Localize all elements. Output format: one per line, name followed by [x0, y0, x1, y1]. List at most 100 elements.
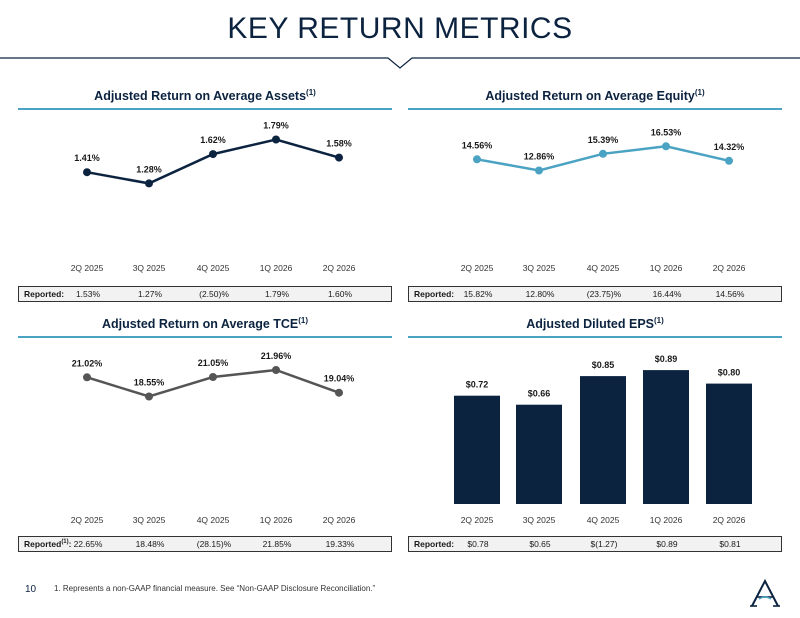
tick-label: 2Q 2025 [71, 263, 104, 273]
data-point [662, 142, 670, 151]
panel-divider [408, 336, 782, 338]
data-point [335, 388, 343, 397]
data-point [209, 373, 217, 381]
data-point [473, 155, 481, 164]
data-point [145, 179, 153, 188]
footnote: 1. Represents a non-GAAP financial measu… [54, 584, 376, 593]
tick-label: 4Q 2025 [587, 515, 620, 525]
reported-value: (23.75)% [586, 289, 622, 299]
reported-value: 1.60% [327, 289, 353, 299]
data-label: 18.55% [134, 378, 165, 388]
reported-value: 18.48% [135, 539, 165, 549]
reported-value: 1.27% [137, 289, 163, 299]
reported-label: Reported: [414, 539, 455, 549]
tick-label: 3Q 2025 [523, 263, 556, 273]
panel-title-text: Adjusted Return on Average TCE [101, 317, 299, 332]
roae-chart: 14.56% 12.86% 15.39% 16.53% 14.32% 2Q 2025 3Q … [461, 127, 746, 273]
data-label: $0.66 [528, 389, 551, 399]
panel-title-text: Adjusted Return on Average Equity [485, 89, 695, 104]
panel-divider [408, 108, 782, 110]
tick-label: 2Q 2026 [323, 515, 356, 525]
panel-divider [18, 336, 392, 338]
title-divider [0, 57, 800, 69]
data-label: 21.02% [72, 358, 103, 368]
tick-label: 2Q 2026 [323, 263, 356, 273]
tick-label: 3Q 2025 [523, 515, 556, 525]
panel-title: Adjusted Return on Average Equity(1) [408, 88, 782, 103]
reported-value: 19.33% [325, 539, 355, 549]
data-label: 21.05% [198, 358, 229, 368]
data-label: 16.53% [651, 127, 682, 137]
page-title: KEY RETURN METRICS [227, 12, 573, 45]
tick-label: 1Q 2026 [260, 515, 293, 525]
reported-label: Reported: [24, 289, 65, 299]
company-logo-icon [750, 578, 780, 607]
reported-value: $0.89 [656, 539, 678, 549]
data-label: 14.56% [462, 140, 493, 150]
panel-title-footnote: (1) [654, 316, 664, 325]
reported-row: Reported(1): 22.65% 18.48% (28.15)% 21.85% 19… [18, 536, 392, 552]
data-point [83, 168, 91, 177]
reported-footnote: (1) [61, 539, 69, 546]
bar [454, 395, 500, 504]
panel-divider [18, 108, 392, 110]
data-point [599, 149, 607, 158]
tick-label: 2Q 2025 [71, 515, 104, 525]
panel-title: Adjusted Return on Average TCE(1) [18, 316, 392, 331]
reported-value: (2.50)% [199, 289, 229, 299]
data-label: $0.80 [718, 368, 741, 378]
reported-value: 22.65% [73, 539, 103, 549]
reported-value: $(1.27) [590, 539, 618, 549]
roaa-chart: 1.41% 1.28% 1.62% 1.79% 1.58% 2Q 2025 3Q 2025 4… [71, 121, 356, 274]
tick-label: 3Q 2025 [133, 515, 166, 525]
data-label: 1.28% [136, 164, 162, 174]
reported-row: Reported: 15.82% 12.80% (23.75)% 16.44% 14.56… [408, 286, 782, 302]
reported-value: $0.65 [529, 539, 551, 549]
data-label: 15.39% [588, 135, 619, 145]
tick-label: 2Q 2026 [713, 515, 746, 525]
series-line [86, 138, 340, 185]
bar [706, 383, 752, 504]
tick-label: 1Q 2026 [650, 263, 683, 273]
bar [643, 370, 689, 504]
tick-label: 2Q 2026 [713, 263, 746, 273]
tick-label: 2Q 2025 [461, 263, 494, 273]
reported-value: (28.15)% [196, 539, 232, 549]
reported-value: 1.53% [75, 289, 101, 299]
data-point [209, 150, 217, 159]
panel-title-footnote: (1) [694, 88, 705, 97]
data-point [145, 392, 153, 401]
data-label: $0.89 [655, 354, 678, 364]
reported-value: 12.80% [525, 289, 555, 299]
panel-title: Adjusted Diluted EPS(1) [408, 316, 782, 331]
data-label: 19.04% [324, 374, 355, 384]
data-point [83, 373, 91, 382]
reported-value: 14.56% [715, 289, 745, 299]
panel-title-footnote: (1) [306, 88, 316, 97]
data-label: $0.72 [466, 380, 489, 390]
data-point [335, 153, 343, 162]
reported-value: 21.85% [262, 539, 292, 549]
reported-row: Reported: 1.53% 1.27% (2.50)% 1.79% 1.60% [18, 286, 392, 302]
data-point [725, 156, 733, 165]
reported-value: $0.78 [467, 539, 489, 549]
tick-label: 4Q 2025 [197, 263, 230, 273]
panel-title-footnote: (1) [298, 316, 309, 325]
data-label: 12.86% [524, 152, 555, 162]
reported-value: $0.81 [719, 539, 741, 549]
reported-value: 16.44% [652, 289, 682, 299]
panel-title-text: Adjusted Diluted EPS [526, 317, 654, 332]
reported-label: Reported(1): [24, 539, 72, 549]
panel-title: Adjusted Return on Average Assets(1) [18, 88, 392, 103]
data-label: 1.41% [74, 153, 100, 163]
panel-title-text: Adjusted Return on Average Assets [94, 89, 307, 104]
rotce-chart: 21.02% 18.55% 21.05% 21.96% 19.04% 2Q 2025 3Q … [71, 351, 356, 525]
reported-row: Reported: $0.78 $0.65 $(1.27) $0.89 $0.81 [408, 536, 782, 552]
data-label: 1.62% [200, 135, 226, 145]
bar [580, 376, 626, 504]
tick-label: 1Q 2026 [650, 515, 683, 525]
tick-label: 3Q 2025 [133, 263, 166, 273]
reported-value: 1.79% [264, 289, 290, 299]
page-number: 10 [25, 584, 37, 595]
data-label: 21.96% [261, 351, 292, 361]
